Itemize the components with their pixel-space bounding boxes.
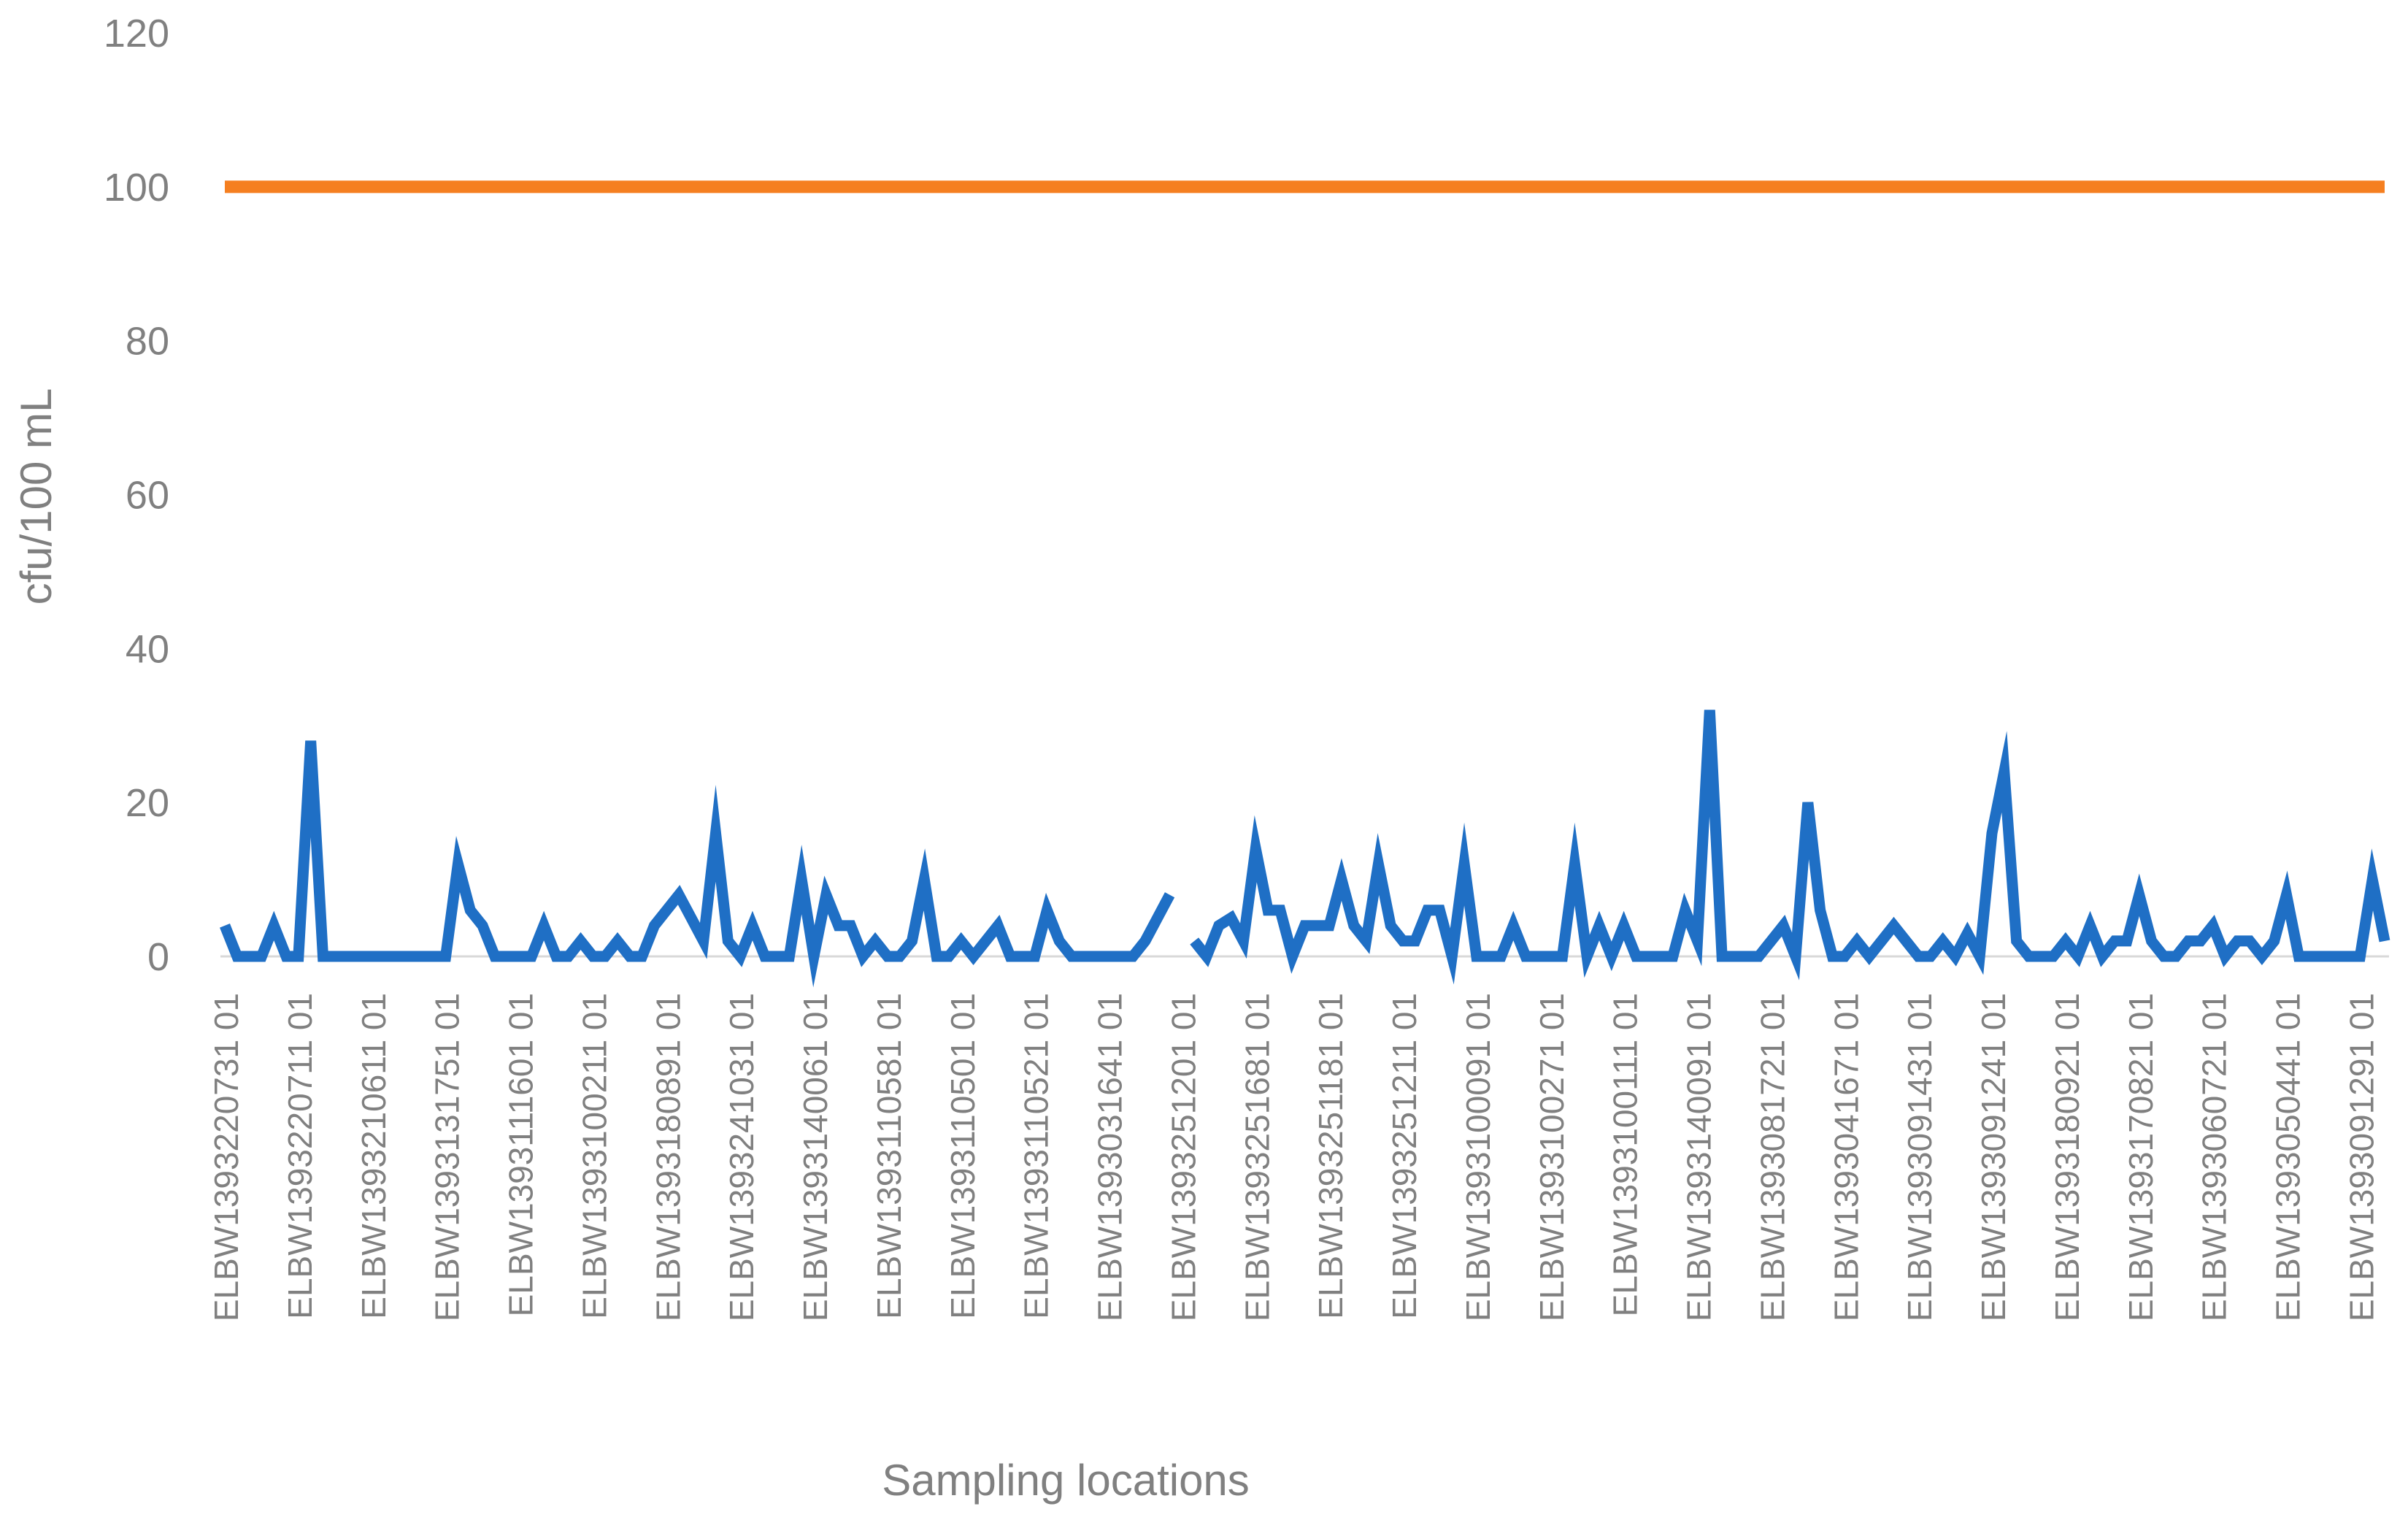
x-tick-label: ELBW1393251681 01 [1238,993,1276,1321]
x-tick-label: ELBW1393091241 01 [1974,993,2012,1321]
y-tick-label: 120 [104,12,169,55]
x-tick-label: ELBW1393091431 01 [1901,993,1939,1321]
x-tick-label: ELBW1393251181 01 [1312,993,1350,1319]
x-axis-ticks: ELBW1393220731 01 ELBW1393220711 01 ELBW13… [207,993,2380,1321]
x-tick-label: ELBW1393111601 01 [502,993,540,1316]
series-line [220,710,2390,988]
y-tick-label: 0 [147,935,169,979]
x-tick-label: ELBW1393241031 01 [723,993,761,1321]
x-tick-label: ELBW1393220711 01 [281,993,319,1319]
x-tick-label: ELBW1393060721 01 [2196,993,2234,1321]
y-axis-title: cfu/100 mL [12,388,61,605]
x-tick-label: ELBW1393140061 01 [796,993,834,1321]
y-axis-ticks: 0 20 40 60 80 100 120 [104,12,169,979]
x-tick-label: ELBW1393140091 01 [1680,993,1718,1321]
x-tick-label: ELBW1393050441 01 [2269,993,2307,1321]
x-tick-label: ELBW1393251201 01 [1164,993,1202,1321]
x-tick-label: ELBW1393180891 01 [649,993,687,1321]
y-tick-label: 60 [126,474,169,518]
x-tick-label: ELBW1393110521 01 [1018,993,1055,1319]
y-tick-label: 100 [104,166,169,210]
y-tick-label: 40 [126,627,169,671]
y-tick-label: 80 [126,320,169,364]
series-lines [220,180,2390,988]
x-tick-label: ELBW1393131751 01 [428,993,466,1321]
x-tick-label: ELBW1393110501 01 [944,993,982,1319]
x-tick-label: ELBW1393100271 01 [1533,993,1571,1321]
x-tick-label: ELBW1393110581 01 [870,993,908,1319]
x-tick-label: ELBW1393100111 01 [1607,993,1645,1316]
x-tick-label: ELBW1393100091 01 [1459,993,1497,1321]
x-tick-label: ELBW1393220731 01 [207,993,245,1321]
x-tick-label: ELBW1393251211 01 [1385,993,1423,1319]
x-tick-label: ELBW1393210611 01 [355,993,393,1319]
x-tick-label: ELBW1393091291 01 [2342,993,2380,1321]
x-tick-label: ELBW1393100211 01 [575,993,613,1319]
y-tick-label: 20 [126,781,169,825]
x-tick-label: ELBW1393041671 01 [1827,993,1865,1321]
x-tick-label: ELBW1393031641 01 [1091,993,1129,1321]
x-tick-label: ELBW1393081721 01 [1753,993,1791,1321]
x-tick-label: ELBW1393170821 01 [2122,993,2160,1321]
x-axis-title: Sampling locations [882,1456,1250,1505]
x-tick-label: ELBW1393180921 01 [2048,993,2086,1321]
